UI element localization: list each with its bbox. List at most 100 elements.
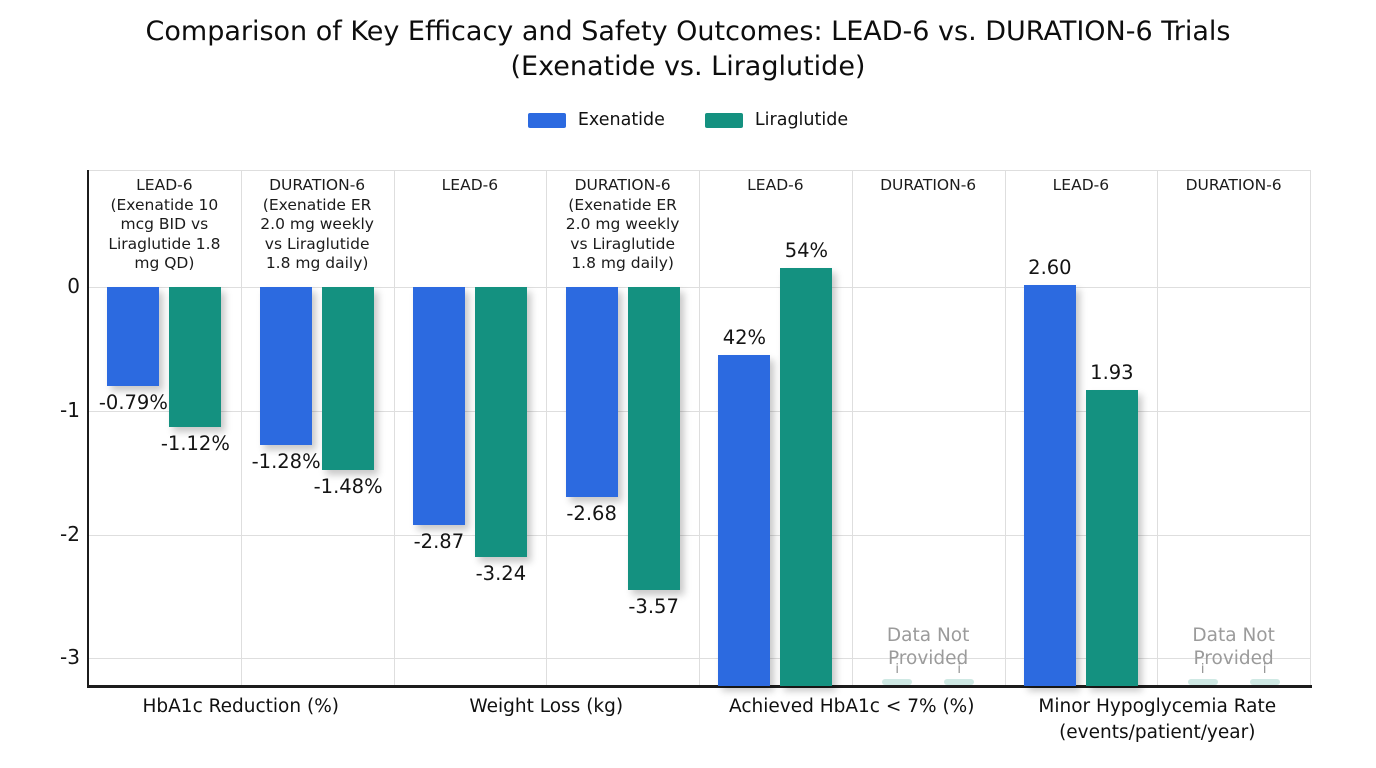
bar-value-label: 2.60 [1028, 256, 1072, 279]
y-tick-label: -3 [60, 645, 80, 669]
chart-title-line2: (Exenatide vs. Liraglutide) [510, 51, 866, 82]
no-data-marker: i [1200, 662, 1205, 677]
bar-exenatide [412, 287, 465, 525]
no-data-note: Data Not Provided [1154, 624, 1314, 670]
column-header: LEAD-6 [395, 176, 545, 196]
no-data-stub-bar [882, 679, 913, 685]
no-data-note-line: Data Not [886, 625, 970, 646]
column-header-line: Liraglutide 1.8 [108, 234, 221, 253]
bar-liraglutide [1085, 390, 1138, 686]
bar-value-label: 1.93 [1090, 361, 1134, 384]
bar-exenatide [1023, 285, 1076, 686]
bar-liraglutide [169, 287, 222, 427]
chart-title: Comparison of Key Efficacy and Safety Ou… [0, 14, 1376, 84]
bar-value-label: -2.87 [413, 530, 465, 553]
bar-value-label: -3.57 [628, 595, 679, 618]
no-data-stub-bar [1187, 679, 1218, 685]
y-tick-label: 0 [67, 274, 80, 298]
column-header-line: 2.0 mg weekly [565, 215, 680, 233]
column-gridline [1005, 170, 1006, 686]
column-header-line: 1.8 mg daily) [571, 254, 674, 272]
metric-label-line: (events/patient/year) [1059, 722, 1256, 743]
metric-label-line: Achieved HbA1c < 7% (%) [729, 696, 975, 717]
legend: Exenatide Liraglutide [0, 110, 1376, 130]
chart-title-line1: Comparison of Key Efficacy and Safety Ou… [145, 16, 1231, 47]
column-header-line: LEAD-6 [441, 176, 499, 194]
bar-value-label: -3.24 [475, 562, 527, 585]
no-data-note-line: Provided [887, 648, 969, 669]
legend-label: Exenatide [577, 110, 665, 130]
column-gridline [852, 170, 853, 686]
column-header: LEAD-6 [1006, 176, 1156, 196]
column-header-line: DURATION-6 [269, 176, 366, 194]
column-header-line: (Exenatide ER [568, 195, 677, 214]
column-header-line: DURATION-6 [1185, 176, 1282, 194]
bar-liraglutide [627, 287, 680, 590]
metric-label-line: HbA1c Reduction (%) [142, 696, 339, 717]
bar-value-label: 42% [722, 326, 767, 349]
no-data-marker: i [895, 662, 899, 677]
column-header: DURATION-6 [853, 176, 1003, 196]
no-data-stub-bar [1249, 679, 1280, 685]
column-header: DURATION-6 [1159, 176, 1309, 196]
bar-liraglutide [474, 287, 527, 557]
column-header-line: 1.8 mg daily) [265, 254, 369, 272]
bar-exenatide [107, 287, 160, 386]
metric-label: Weight Loss (kg) [391, 694, 701, 720]
column-gridline [394, 170, 395, 686]
bar-exenatide [565, 287, 618, 497]
column-header-line: DURATION-6 [880, 176, 977, 194]
column-header-line: vs Liraglutide [264, 234, 370, 253]
column-header: DURATION-6 (Exenatide ER 2.0 mg weekly vs L… [548, 176, 698, 274]
column-gridline [699, 170, 700, 686]
metric-label: Achieved HbA1c < 7% (%) [697, 694, 1007, 720]
bar-value-label: -1.12% [160, 432, 230, 455]
column-header-line: LEAD-6 [747, 176, 804, 194]
x-axis-line [87, 685, 1312, 688]
column-header: DURATION-6 (Exenatide ER 2.0 mg weekly vs L… [242, 176, 392, 274]
column-header-line: LEAD-6 [136, 176, 193, 194]
bar-liraglutide [322, 287, 375, 470]
bar-value-label: -1.28% [251, 450, 321, 473]
column-header: LEAD-6 (Exenatide 10 mcg BID vs Liraglutide… [89, 176, 239, 274]
column-gridline [546, 170, 547, 686]
column-header-line: mcg BID vs [120, 215, 209, 233]
y-tick-label: -1 [60, 398, 80, 422]
no-data-stub-bar [944, 679, 975, 685]
column-header-line: LEAD-6 [1052, 176, 1110, 194]
column-gridline [1310, 170, 1311, 686]
legend-item-exenatide: Exenatide [527, 110, 665, 130]
legend-swatch-icon [704, 112, 743, 128]
y-axis-line [87, 170, 89, 687]
bar-value-label: -2.68 [566, 502, 617, 525]
no-data-note: Data Not Provided [848, 624, 1008, 670]
column-header-line: (Exenatide ER [262, 195, 372, 214]
no-data-marker: i [1262, 662, 1267, 677]
bar-exenatide [260, 287, 313, 445]
column-gridline [1157, 170, 1158, 686]
column-header: LEAD-6 [700, 176, 850, 196]
legend-item-liraglutide: Liraglutide [704, 110, 849, 130]
no-data-marker: i [957, 662, 961, 677]
metric-label-line: Minor Hypoglycemia Rate [1038, 696, 1277, 717]
column-gridline [241, 170, 242, 686]
bar-value-label: -0.79% [98, 391, 168, 414]
legend-label: Liraglutide [754, 110, 849, 130]
no-data-note-line: Provided [1193, 648, 1274, 669]
column-header-line: 2.0 mg weekly [260, 215, 374, 233]
metric-label: HbA1c Reduction (%) [86, 694, 396, 720]
legend-swatch-icon [527, 112, 566, 128]
bar-liraglutide [780, 268, 833, 686]
bar-value-label: -1.48% [313, 475, 383, 498]
bar-exenatide [718, 355, 771, 686]
y-tick-label: -2 [60, 522, 80, 546]
bar-value-label: 54% [784, 239, 829, 262]
column-header-line: DURATION-6 [574, 176, 671, 194]
column-header-line: vs Liraglutide [570, 234, 675, 253]
metric-label: Minor Hypoglycemia Rate (events/patient/y… [1002, 694, 1312, 746]
column-header-line: mg QD) [134, 254, 195, 272]
no-data-note-line: Data Not [1192, 625, 1275, 646]
metric-label-line: Weight Loss (kg) [469, 696, 624, 717]
column-header-line: (Exenatide 10 [110, 195, 219, 214]
